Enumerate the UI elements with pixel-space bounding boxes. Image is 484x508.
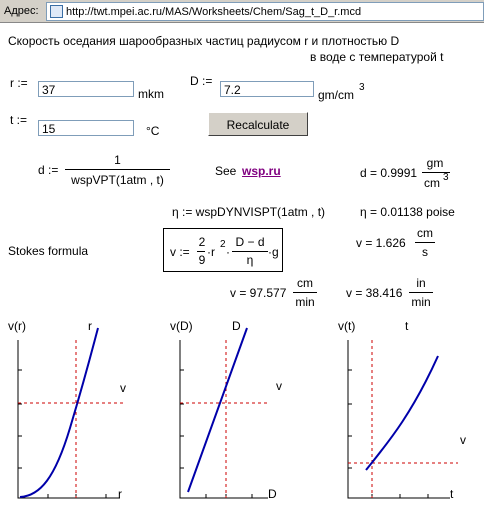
- curve: [19, 327, 99, 498]
- y-label: v(t): [338, 319, 355, 333]
- crosshair: [348, 340, 458, 498]
- velocity-unit-num: cm: [297, 276, 313, 290]
- wsp-link[interactable]: wsp.ru: [242, 164, 281, 178]
- address-label: Адрес:: [4, 5, 39, 17]
- stokes-r-sup: 2: [220, 239, 226, 250]
- input-unit-sup: 3: [359, 82, 365, 93]
- y-label: v(r): [8, 319, 26, 333]
- stokes-frac-den: η: [246, 253, 254, 267]
- result-lhs: d = 0.9991: [360, 166, 418, 180]
- viscosity-result: η = 0.01138 poise: [360, 205, 455, 219]
- fraction-bar: [415, 242, 435, 243]
- velocity-lhs: v = 1.626: [356, 236, 406, 250]
- crosshair: [180, 340, 270, 498]
- stokes-g: ·g: [268, 245, 279, 259]
- result-unit-sup: 3: [443, 172, 449, 183]
- page-icon: [50, 5, 63, 18]
- see-text: See: [215, 164, 237, 178]
- input-unit: gm/cm: [318, 88, 354, 102]
- plot-D: v(D) D v D: [170, 319, 282, 501]
- level-label: v: [460, 433, 466, 447]
- plot-t: v(t) t v t: [338, 319, 466, 501]
- x-label: D: [268, 487, 277, 501]
- input-label: r :=: [10, 76, 28, 90]
- x-label: r: [118, 487, 122, 501]
- curve-label: t: [405, 319, 409, 333]
- heading-line: Скорость оседания шарообразных частиц ра…: [8, 34, 400, 48]
- stokes-coef-den: 9: [198, 253, 206, 267]
- input-label: t :=: [10, 113, 28, 127]
- velocity-unit-den: min: [295, 295, 315, 309]
- velocity-unit-den: s: [422, 245, 428, 259]
- formula-lhs: d :=: [38, 163, 59, 177]
- stokes-lhs: v :=: [170, 245, 190, 259]
- crosshair: [18, 340, 125, 498]
- input-field[interactable]: 37: [38, 81, 134, 97]
- axes: [179, 340, 268, 499]
- viscosity-formula: η := wspDYNVISPT(1atm , t): [172, 205, 326, 219]
- fraction-bar: [197, 251, 205, 252]
- velocity-unit-den: min: [411, 295, 431, 309]
- fraction-bar: [65, 169, 170, 170]
- recalculate-button[interactable]: Recalculate: [208, 112, 308, 136]
- plot-r: v(r) r v r: [8, 319, 126, 501]
- input-unit: mkm: [138, 87, 164, 101]
- axes: [17, 340, 120, 499]
- curve: [187, 327, 248, 493]
- stokes-coef-num: 2: [198, 235, 206, 249]
- stokes-r: ·r: [207, 245, 215, 259]
- velocity-lhs: v = 38.416: [346, 286, 403, 300]
- curve-label: D: [232, 319, 241, 333]
- curve: [365, 355, 439, 471]
- x-label: t: [450, 487, 454, 501]
- stokes-frac-num: D − d: [235, 235, 265, 249]
- plots: v(r) r v r v(D) D v D v(t) t v t: [8, 319, 466, 501]
- velocity-unit-num: cm: [417, 226, 433, 240]
- y-label: v(D): [170, 319, 193, 333]
- fraction-bar: [422, 172, 450, 173]
- velocity-lhs: v = 97.577: [230, 286, 287, 300]
- input-label: D :=: [190, 74, 213, 88]
- input-unit: °C: [146, 124, 160, 138]
- stokes-box: [163, 228, 283, 272]
- level-label: v: [276, 379, 282, 393]
- heading-line: в воде с температурой t: [310, 50, 444, 64]
- fraction-bar: [232, 251, 268, 252]
- stokes-label: Stokes formula: [8, 244, 89, 258]
- fraction-bar: [409, 292, 433, 293]
- address-url[interactable]: http://twt.mpei.ac.ru/MAS/Worksheets/Che…: [66, 6, 362, 18]
- level-label: v: [120, 381, 126, 395]
- formula-denominator: wspVPT(1atm , t): [71, 173, 164, 187]
- formula-numerator: 1: [114, 153, 121, 167]
- curve-label: r: [88, 319, 92, 333]
- velocity-unit-num: in: [416, 276, 426, 290]
- input-field[interactable]: 15: [38, 120, 134, 136]
- result-unit-num: gm: [426, 156, 444, 170]
- fraction-bar: [293, 292, 317, 293]
- stokes-dot: ·: [226, 245, 230, 259]
- input-field[interactable]: 7.2: [220, 81, 314, 97]
- result-unit-den: cm: [424, 176, 440, 190]
